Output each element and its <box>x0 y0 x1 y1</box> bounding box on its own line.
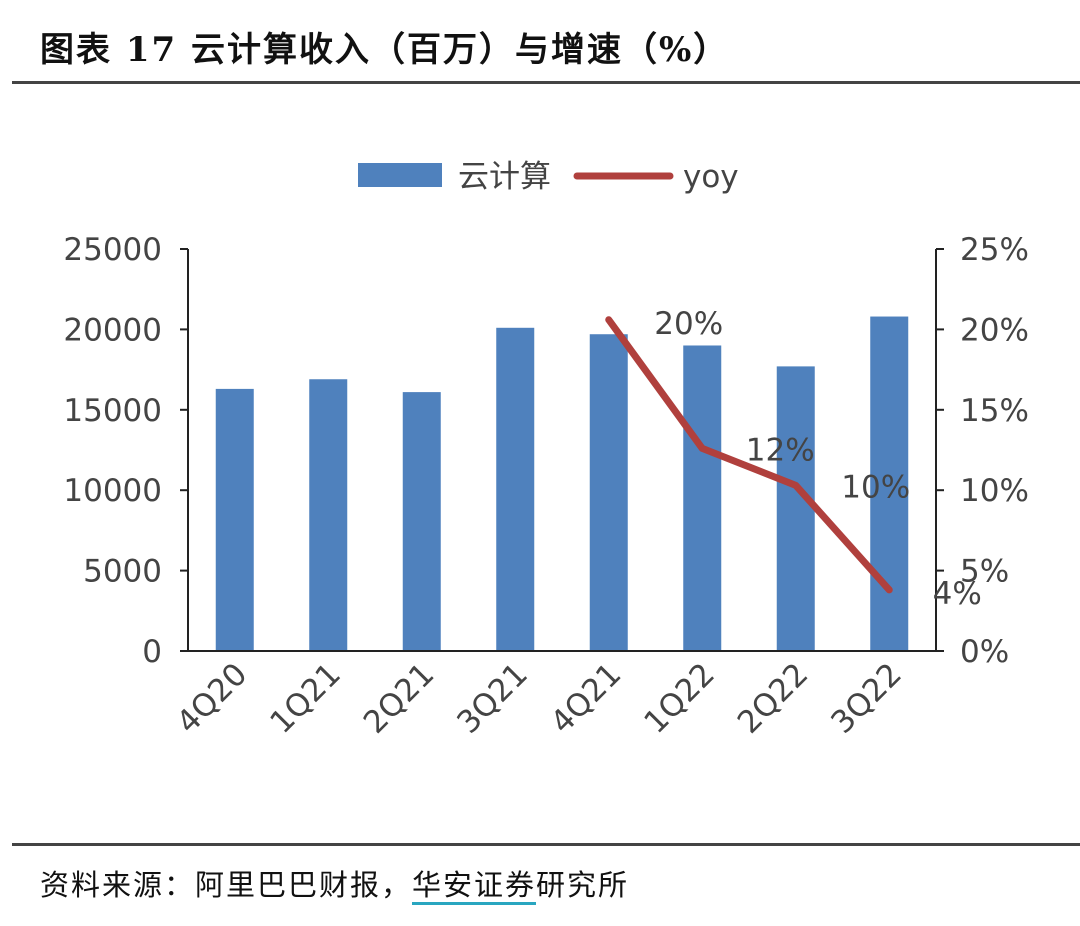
x-tick-label: 1Q21 <box>263 656 348 741</box>
x-tick-label: 1Q22 <box>637 656 722 741</box>
bar-1Q22 <box>683 345 722 651</box>
right-tick-label: 10% <box>960 473 1029 509</box>
bar-2Q22 <box>776 366 815 651</box>
x-tick-label: 3Q22 <box>824 656 909 741</box>
bar-4Q20 <box>215 388 254 651</box>
x-tick-label: 4Q21 <box>544 656 629 741</box>
bar-1Q21 <box>309 379 348 651</box>
x-tick-label: 2Q22 <box>731 656 816 741</box>
left-tick-label: 5000 <box>83 554 162 590</box>
left-tick-label: 0 <box>142 634 162 670</box>
bar-4Q21 <box>589 334 628 651</box>
x-tick-label: 2Q21 <box>357 656 442 741</box>
yoy-data-label: 12% <box>746 432 815 468</box>
title-divider <box>12 81 1080 84</box>
yoy-data-label: 4% <box>933 576 982 612</box>
bar-2Q21 <box>402 392 441 651</box>
right-tick-label: 0% <box>960 634 1009 670</box>
bar-3Q21 <box>496 327 535 651</box>
footer-divider <box>12 843 1080 846</box>
legend-bar-swatch <box>358 163 442 187</box>
legend-line-label: yoy <box>683 159 739 195</box>
source-underlined: 华安证券 <box>412 868 537 905</box>
left-tick-label: 20000 <box>63 312 162 348</box>
left-tick-label: 25000 <box>63 232 162 268</box>
source-suffix: 研究所 <box>536 868 630 902</box>
right-tick-label: 25% <box>960 232 1029 268</box>
legend-bar-label: 云计算 <box>458 159 551 195</box>
right-tick-label: 20% <box>960 312 1029 348</box>
right-tick-label: 5% <box>960 554 1009 590</box>
source-prefix: 资料来源：阿里巴巴财报， <box>40 868 413 902</box>
left-tick-label: 10000 <box>63 473 162 509</box>
left-tick-label: 15000 <box>63 393 162 429</box>
bar-3Q22 <box>870 316 909 651</box>
source-note: 资料来源：阿里巴巴财报，华安证券研究所 <box>40 862 630 905</box>
x-tick-label: 4Q20 <box>170 656 255 741</box>
yoy-line <box>605 316 893 594</box>
yoy-data-label: 10% <box>841 469 910 505</box>
x-tick-label: 3Q21 <box>450 656 535 741</box>
right-tick-label: 15% <box>960 393 1029 429</box>
chart-title: 图表 17 云计算收入（百万）与增速（%） <box>40 30 730 70</box>
yoy-data-label: 20% <box>654 306 723 342</box>
